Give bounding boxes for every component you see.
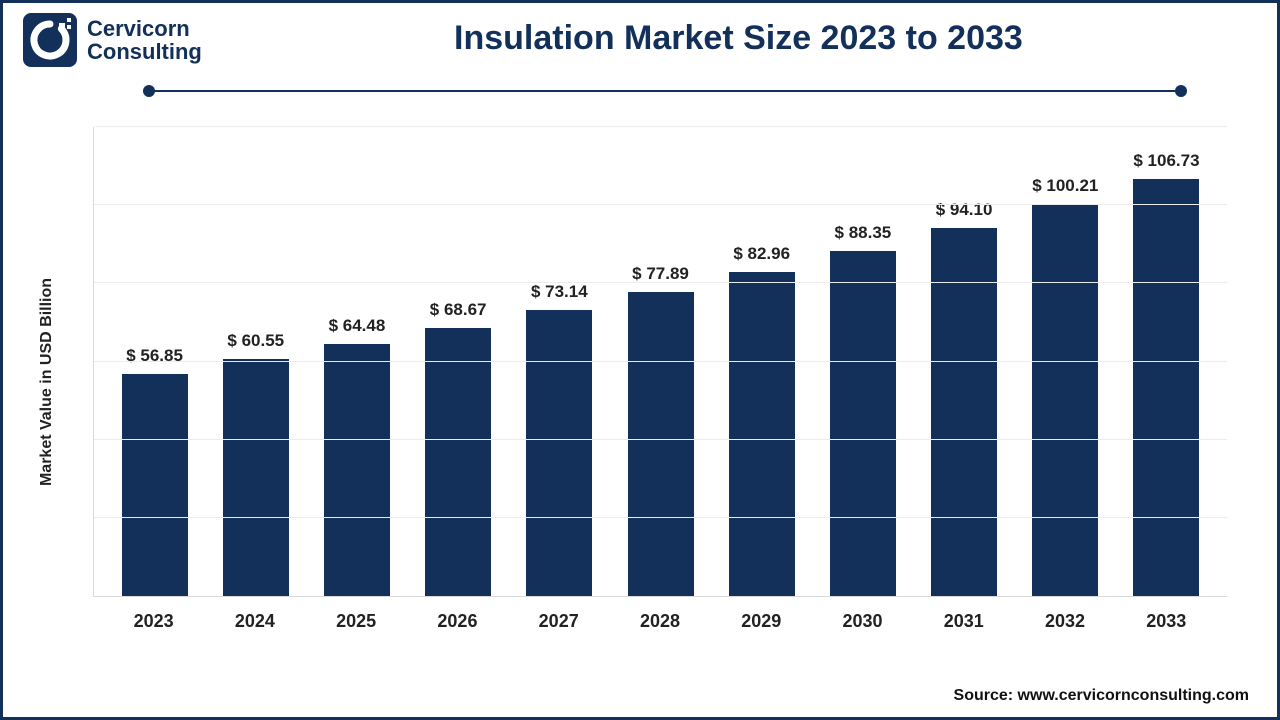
bar-slot: $ 88.35: [812, 127, 913, 596]
bar-slot: $ 100.21: [1015, 127, 1116, 596]
x-tick-label: 2030: [812, 597, 913, 637]
bar: [425, 328, 491, 596]
bar-value-label: $ 56.85: [126, 346, 183, 366]
x-axis: 2023202420252026202720282029203020312032…: [93, 597, 1227, 637]
chart-frame: Cervicorn Consulting Insulation Market S…: [0, 0, 1280, 720]
plot-region: $ 56.85 $ 60.55 $ 64.48 $ 68.67 $ 73.14 $ 77.…: [93, 127, 1227, 597]
bar-slot: $ 60.55: [205, 127, 306, 596]
bar-slot: $ 82.96: [711, 127, 812, 596]
bar: [122, 374, 188, 596]
bar: [526, 310, 592, 596]
bar-value-label: $ 88.35: [835, 223, 892, 243]
y-axis-label: Market Value in USD Billion: [38, 278, 56, 486]
bar: [729, 272, 795, 596]
chart-title: Insulation Market Size 2023 to 2033: [220, 19, 1257, 58]
grid-line: [94, 517, 1227, 518]
logo: Cervicorn Consulting: [23, 13, 202, 67]
bar: [931, 228, 997, 596]
bar-slot: $ 106.73: [1116, 127, 1217, 596]
x-tick-label: 2029: [711, 597, 812, 637]
x-tick-label: 2023: [103, 597, 204, 637]
divider-dot-icon: [1175, 85, 1187, 97]
x-tick-label: 2028: [609, 597, 710, 637]
bar-slot: $ 56.85: [104, 127, 205, 596]
x-tick-label: 2025: [306, 597, 407, 637]
bar-value-label: $ 60.55: [227, 331, 284, 351]
header: Cervicorn Consulting Insulation Market S…: [23, 13, 1257, 85]
x-tick-label: 2026: [407, 597, 508, 637]
bar-value-label: $ 77.89: [632, 264, 689, 284]
logo-line2: Consulting: [87, 40, 202, 63]
bar-slot: $ 68.67: [408, 127, 509, 596]
x-tick-label: 2024: [204, 597, 305, 637]
x-tick-label: 2032: [1014, 597, 1115, 637]
bar-value-label: $ 73.14: [531, 282, 588, 302]
grid-line: [94, 439, 1227, 440]
title-divider: [143, 85, 1187, 97]
x-tick-label: 2031: [913, 597, 1014, 637]
bar: [324, 344, 390, 596]
bar: [1032, 204, 1098, 596]
bar-value-label: $ 106.73: [1133, 151, 1199, 171]
x-tick-label: 2033: [1116, 597, 1217, 637]
bar: [830, 251, 896, 596]
bar-slot: $ 73.14: [509, 127, 610, 596]
title-wrap: Insulation Market Size 2023 to 2033: [220, 13, 1257, 58]
bar-value-label: $ 64.48: [329, 316, 386, 336]
bars-container: $ 56.85 $ 60.55 $ 64.48 $ 68.67 $ 73.14 $ 77.…: [94, 127, 1227, 596]
grid-line: [94, 126, 1227, 127]
bar-value-label: $ 100.21: [1032, 176, 1098, 196]
bar-value-label: $ 68.67: [430, 300, 487, 320]
bar-slot: $ 94.10: [914, 127, 1015, 596]
bar: [628, 292, 694, 596]
bar-slot: $ 64.48: [306, 127, 407, 596]
chart-area: Market Value in USD Billion $ 56.85$ 60.…: [93, 127, 1227, 637]
grid-line: [94, 282, 1227, 283]
logo-mark-icon: [23, 13, 77, 67]
x-tick-label: 2027: [508, 597, 609, 637]
grid-line: [94, 204, 1227, 205]
logo-line1: Cervicorn: [87, 17, 202, 40]
divider-line: [149, 90, 1181, 92]
bar: [1133, 179, 1199, 596]
bar: [223, 359, 289, 596]
logo-text: Cervicorn Consulting: [87, 17, 202, 63]
source-attribution: Source: www.cervicornconsulting.com: [954, 687, 1249, 705]
bar-slot: $ 77.89: [610, 127, 711, 596]
bar-value-label: $ 82.96: [733, 244, 790, 264]
grid-line: [94, 361, 1227, 362]
